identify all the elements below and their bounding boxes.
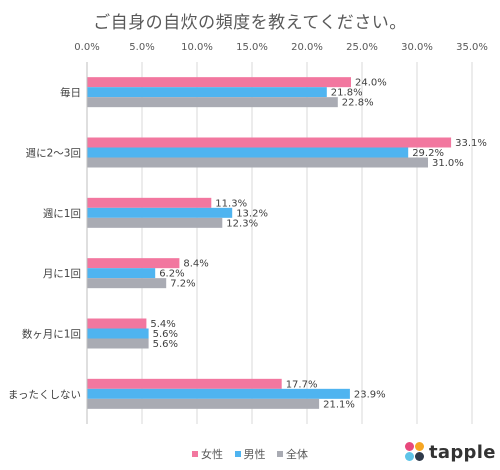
x-tick-label: 30.0% <box>401 42 433 53</box>
bar <box>87 147 409 158</box>
bar <box>87 318 147 329</box>
legend-item-female: 女性 <box>192 446 223 462</box>
data-label: 5.4% <box>150 319 175 330</box>
data-label: 24.0% <box>355 78 387 89</box>
data-label: 13.2% <box>236 208 268 219</box>
data-label: 8.4% <box>183 259 208 270</box>
bar <box>87 97 338 108</box>
category-label: 数ヶ月に1回 <box>22 328 81 341</box>
bar <box>87 268 156 279</box>
category-label: 毎日 <box>60 86 81 99</box>
legend-swatch-male <box>234 451 241 457</box>
logo-dot-blue <box>405 452 414 461</box>
x-tick-label: 15.0% <box>236 42 268 53</box>
tapple-logo-icon <box>405 442 425 462</box>
legend: 女性 男性 全体 <box>0 446 500 462</box>
x-tick-label: 35.0% <box>456 42 488 53</box>
data-label: 33.1% <box>455 138 487 149</box>
bar <box>87 278 167 289</box>
brand-name: tapple <box>429 441 496 463</box>
category-label: 月に1回 <box>43 268 81 280</box>
legend-swatch-total <box>277 451 283 457</box>
data-label: 21.8% <box>331 88 363 99</box>
data-label: 11.3% <box>215 198 247 209</box>
bar <box>87 77 351 88</box>
bar <box>87 217 223 228</box>
bar <box>87 87 327 98</box>
legend-swatch-female <box>192 451 198 457</box>
legend-label-total: 全体 <box>286 448 308 461</box>
x-tick-label: 10.0% <box>181 42 213 53</box>
chart-title: ご自身の自炊の頻度を教えてください。 <box>93 13 407 33</box>
data-label: 31.0% <box>432 158 464 169</box>
category-label: 週に1回 <box>43 208 81 220</box>
x-tick-label: 0.0% <box>74 42 99 53</box>
legend-label-male: 男性 <box>243 448 266 461</box>
data-label: 12.3% <box>226 218 258 229</box>
bar <box>87 388 350 399</box>
bar <box>87 338 149 349</box>
bar <box>87 207 233 218</box>
bar <box>87 137 452 148</box>
data-label: 5.6% <box>153 339 178 350</box>
data-label: 21.1% <box>323 399 355 410</box>
data-label: 5.6% <box>153 329 178 340</box>
bar <box>87 157 428 168</box>
x-tick-label: 5.0% <box>129 42 154 53</box>
data-label: 7.2% <box>170 279 195 290</box>
data-label: 17.7% <box>286 379 318 390</box>
data-label: 6.2% <box>159 269 184 280</box>
legend-item-total: 全体 <box>277 446 308 462</box>
logo-dot-orange <box>415 442 424 451</box>
x-tick-label: 20.0% <box>291 42 323 53</box>
data-label: 29.2% <box>412 148 444 159</box>
legend-label-female: 女性 <box>201 448 223 461</box>
category-label: まったくしない <box>8 389 81 401</box>
logo-dot-pink <box>405 442 414 451</box>
logo-dot-dark <box>415 452 424 461</box>
data-label: 22.8% <box>342 98 374 109</box>
category-label: 週に2～3回 <box>26 148 81 160</box>
bar <box>87 197 212 208</box>
bar <box>87 398 320 409</box>
bar <box>87 328 149 339</box>
legend-item-male: 男性 <box>234 446 266 462</box>
bar <box>87 258 180 269</box>
data-label: 23.9% <box>354 389 386 400</box>
bar <box>87 378 282 389</box>
brand-logo: tapple <box>405 440 496 464</box>
x-tick-label: 25.0% <box>346 42 378 53</box>
